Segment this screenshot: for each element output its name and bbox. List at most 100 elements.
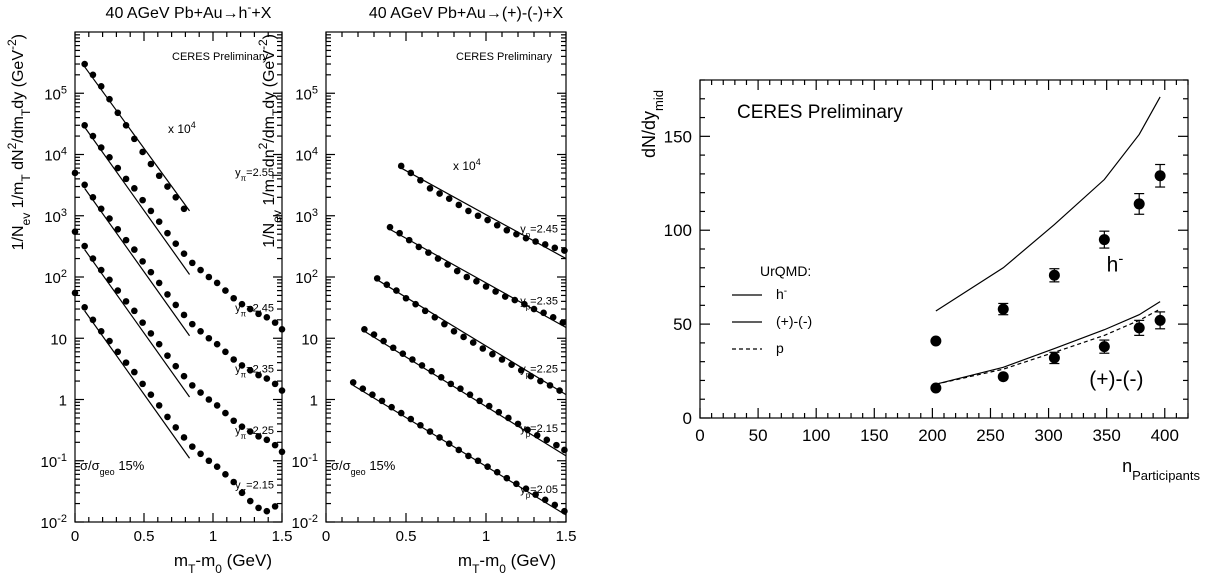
data-point [164,229,171,237]
y-axis-label: 1/Nev 1/mT dN2/dmTdy (GeV-2) [5,34,33,250]
data-point [447,380,455,388]
data-point [81,181,88,189]
panel-title: 40 AGeV Pb+Au→h-+X [106,0,272,22]
data-point [238,300,246,308]
data-point [213,463,221,470]
data-point [172,362,180,370]
data-point [180,205,188,213]
data-point [407,415,415,423]
data-point [532,238,539,245]
data-point [543,436,551,444]
rapidity-label: yp=2.35 [520,296,558,312]
model-line [935,96,1161,312]
data-point [469,339,477,346]
data-point [255,433,262,440]
y-tick-label: 102 [44,268,67,287]
x-tick-label: 0 [322,528,330,545]
fit-line [364,330,567,457]
data-point [131,246,138,253]
series-3: yπ=2.25 [71,228,286,456]
y-tick-label: 10-2 [292,513,318,532]
data-point [172,424,180,431]
data-point [81,121,88,129]
series-annotation: h- [1107,250,1124,277]
data-point [369,391,376,398]
data-point [455,446,463,454]
panel-pm: 10-2 10-1 1 10 102 103 104 105 0 0.5 1 1.5 40 AGeV P… [256,5,576,575]
data-point [997,371,1009,383]
data-point [255,310,262,318]
x-tick-label: 150 [860,426,888,445]
x-tick-label: 1.5 [272,528,293,545]
data-point [425,249,432,256]
data-point [213,402,221,409]
data-point [222,471,229,478]
data-point [155,279,163,287]
series-1 [930,311,1166,394]
data-point [370,331,378,338]
data-point [532,491,539,498]
data-point [463,273,471,281]
y-tick-label: 102 [295,268,318,287]
series-0: yπ=2.55 [81,60,274,213]
data-point [418,362,426,369]
data-point [396,229,403,237]
panel-dndy: 0 50 100 150 200 250 300 350 400050100150dN/dymi… [639,79,1200,483]
rapidity-label: yp=2.25 [520,364,558,380]
data-point [517,366,525,374]
x-tick-label: 0 [71,528,79,545]
data-point [131,185,138,192]
data-point [71,228,79,235]
data-point [114,164,122,172]
data-point [81,60,88,68]
data-point [164,291,171,298]
y-tick-label: 105 [44,84,67,103]
x-tick-label: 1 [482,528,490,545]
data-point [222,409,229,417]
fit-line [84,126,191,275]
x-tick-label: 1 [209,528,217,545]
data-point [561,507,568,515]
data-point [460,333,467,341]
data-point [131,307,138,315]
data-point [1048,269,1060,281]
data-point [466,391,474,398]
data-point [540,309,547,317]
data-point [513,230,520,238]
data-point [551,501,559,509]
fit-line [84,188,191,337]
data-point [508,361,515,368]
data-point [561,247,568,254]
data-point [139,258,146,265]
data-point [238,423,246,430]
data-point [155,172,163,180]
data-point [205,334,213,342]
data-point [230,356,237,363]
data-point [205,457,213,465]
data-point [450,327,458,335]
data-point [559,319,567,326]
data-point [230,417,237,425]
data-point [238,362,246,369]
data-point [514,420,522,428]
data-point [147,207,155,215]
y-tick-label: 10 [301,331,318,348]
data-point [473,278,480,285]
data-point [89,71,97,79]
data-point [189,443,196,450]
data-point [97,266,105,274]
data-point [180,250,188,258]
data-point [389,344,397,352]
legend-label: (+)-(-) [776,313,812,329]
data-point [388,403,395,411]
data-point [89,255,97,262]
y-tick-label: 10-1 [292,452,318,471]
data-point [537,377,544,385]
data-point [359,385,367,393]
data-point [164,183,171,190]
model-line [935,301,1161,385]
data-point [122,359,130,366]
data-point [524,426,531,434]
data-point [197,327,204,335]
